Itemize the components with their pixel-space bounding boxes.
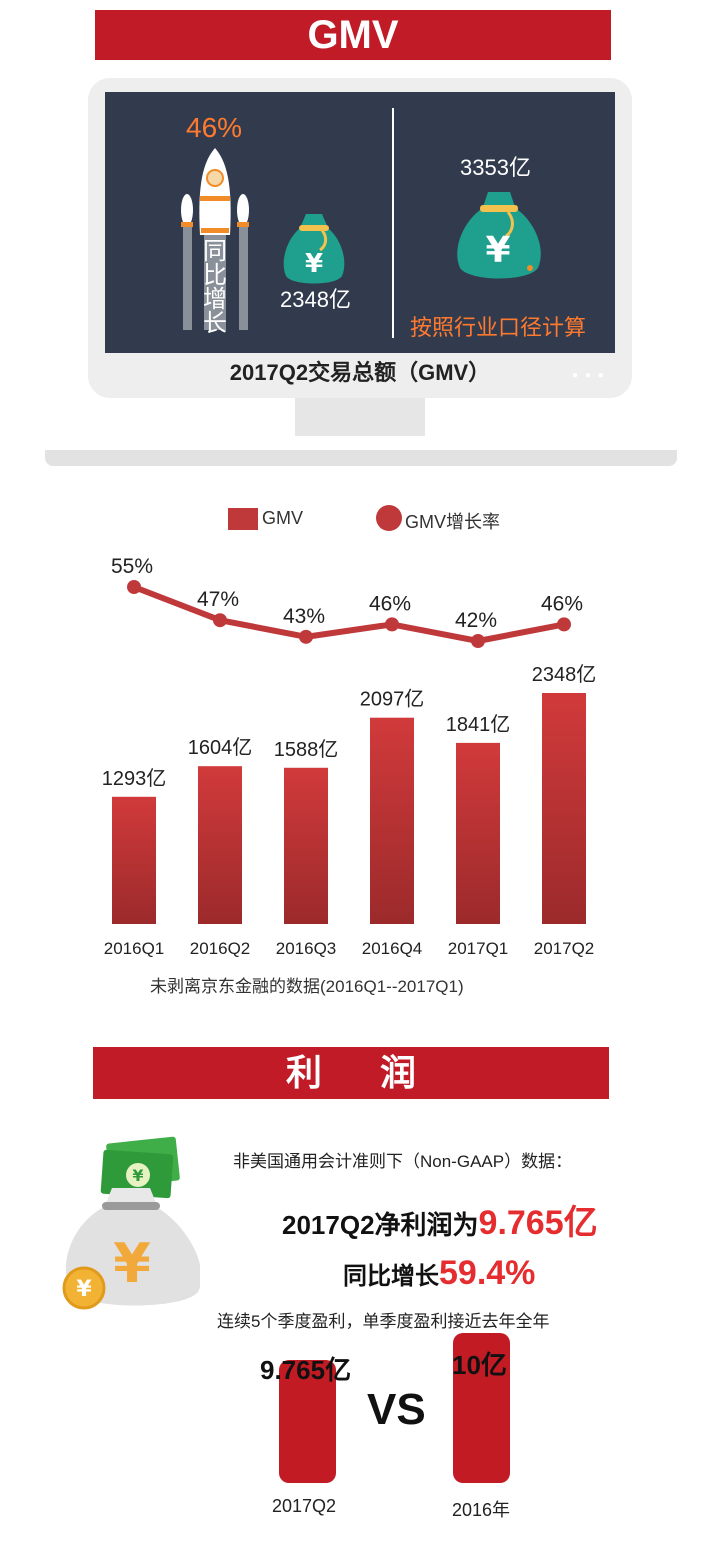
profit-section-title: 利 润 xyxy=(93,1047,609,1099)
growth-rate-label: 55% xyxy=(111,555,153,578)
monitor-dots: ● ● ● xyxy=(572,370,606,381)
compare-right-label: 2016年 xyxy=(452,1500,511,1520)
gmv-chart: 1293亿 2016Q1 1604亿 2016Q2 1588亿 2016Q3 2097亿 20… xyxy=(102,555,597,958)
legend-bar-label: GMV xyxy=(262,508,304,528)
growth-rate-label: 47% xyxy=(197,588,239,611)
gmv-bar-label: 1841亿 xyxy=(446,713,511,736)
svg-text:¥: ¥ xyxy=(132,1166,143,1185)
rocket-yoy-label: 同比增长 xyxy=(203,238,227,337)
legend-line-label: GMV增长率 xyxy=(405,512,501,532)
screen-illustrations: ¥ ¥ xyxy=(181,148,541,330)
gmv-bar-label: 2097亿 xyxy=(360,688,425,711)
gmv-bar-2017Q2 xyxy=(542,693,586,924)
svg-text:¥: ¥ xyxy=(113,1232,151,1295)
growth-rate-line xyxy=(132,584,565,644)
cash-bag-illustration: ¥ ¥ ¥ xyxy=(62,1136,200,1310)
monitor-base xyxy=(45,450,677,466)
x-tick-label: 2016Q2 xyxy=(190,939,251,958)
x-tick-label: 2016Q3 xyxy=(276,939,337,958)
gmv-section-title: GMV xyxy=(95,10,611,60)
net-profit-value: 9.765亿 xyxy=(478,1204,598,1242)
growth-rate-point xyxy=(299,629,313,644)
x-tick-label: 2017Q2 xyxy=(534,939,595,958)
compare-bar-2016 xyxy=(453,1333,510,1483)
gmv-bar-label: 1588亿 xyxy=(274,738,339,761)
svg-text:¥: ¥ xyxy=(305,249,323,279)
growth-rate-point xyxy=(471,634,485,648)
cash-bill-icon: ¥ xyxy=(100,1136,180,1199)
compare-left-value: 9.765亿 xyxy=(260,1355,352,1385)
legend-bar-swatch xyxy=(228,508,258,530)
consecutive-profit-text: 连续5个季度盈利，单季度盈利接近去年全年 xyxy=(217,1312,550,1331)
small-money-bag-icon: ¥ xyxy=(283,214,345,284)
vs-text: VS xyxy=(367,1385,426,1434)
yoy-growth-line: 同比增长59.4% xyxy=(343,1254,535,1293)
gmv-bar-2016Q4 xyxy=(370,717,414,924)
rocket-yoy-percent: 46% xyxy=(186,112,243,143)
small-bag-value: 2348亿 xyxy=(280,287,351,312)
compare-right-value: 10亿 xyxy=(452,1350,507,1380)
compare-bar-2017q2 xyxy=(279,1360,336,1483)
growth-rate-point xyxy=(557,617,571,632)
growth-rate-point xyxy=(127,580,141,594)
gmv-bar-label: 1293亿 xyxy=(102,767,167,790)
growth-rate-label: 46% xyxy=(541,592,583,615)
net-profit-line: 2017Q2净利润为9.765亿 xyxy=(282,1195,598,1244)
compare-left-label: 2017Q2 xyxy=(272,1496,337,1516)
growth-rate-label: 43% xyxy=(283,605,325,628)
growth-rate-point xyxy=(213,613,227,628)
gmv-bar-2016Q2 xyxy=(198,766,242,924)
monitor-stand xyxy=(295,398,425,436)
big-money-bag-icon: ¥ xyxy=(457,192,541,279)
growth-rate-label: 46% xyxy=(369,592,411,615)
gmv-caption: 2017Q2交易总额（GMV） xyxy=(229,360,491,385)
big-bag-value: 3353亿 xyxy=(460,155,531,180)
gmv-bar-label: 1604亿 xyxy=(188,736,253,759)
coin-icon: ¥ xyxy=(62,1266,106,1310)
gmv-bar-2016Q1 xyxy=(112,796,156,924)
yoy-value: 59.4% xyxy=(439,1254,536,1292)
growth-rate-point xyxy=(385,617,399,632)
growth-rate-label: 42% xyxy=(455,609,497,632)
x-tick-label: 2016Q4 xyxy=(362,939,423,958)
x-tick-label: 2016Q1 xyxy=(104,939,165,958)
yoy-prefix: 同比增长 xyxy=(343,1263,439,1290)
nongaap-text: 非美国通用会计准则下（Non-GAAP）数据： xyxy=(233,1152,573,1171)
industry-caliber-text: 按照行业口径计算 xyxy=(410,315,587,340)
gmv-bar-2016Q3 xyxy=(284,767,328,924)
x-tick-label: 2017Q1 xyxy=(448,939,509,958)
gmv-bar-2017Q1 xyxy=(456,742,500,924)
rocket-icon xyxy=(181,148,249,330)
svg-text:¥: ¥ xyxy=(76,1277,92,1302)
screen-divider xyxy=(392,108,394,338)
gmv-bar-label: 2348亿 xyxy=(532,663,597,686)
legend-line-swatch xyxy=(376,505,402,531)
chart-note: 未剥离京东金融的数据(2016Q1--2017Q1) xyxy=(150,977,464,996)
net-profit-prefix: 2017Q2净利润为 xyxy=(282,1210,479,1240)
svg-text:¥: ¥ xyxy=(485,230,510,271)
